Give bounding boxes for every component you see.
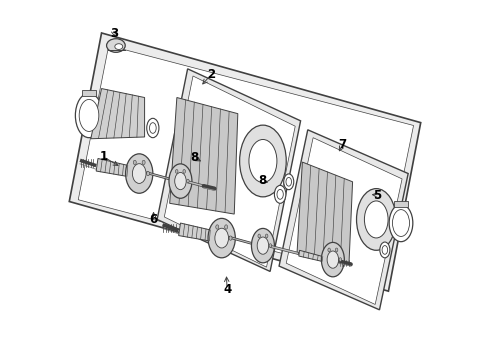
Text: 6: 6 [149, 213, 158, 226]
Ellipse shape [149, 123, 156, 133]
Text: 3: 3 [110, 27, 118, 40]
Ellipse shape [339, 258, 342, 261]
Ellipse shape [392, 210, 410, 237]
Polygon shape [164, 76, 295, 267]
Text: 7: 7 [339, 138, 346, 151]
Polygon shape [91, 89, 145, 139]
Ellipse shape [357, 189, 396, 250]
Ellipse shape [321, 242, 344, 277]
Ellipse shape [328, 248, 330, 252]
Ellipse shape [142, 160, 145, 165]
Ellipse shape [380, 242, 390, 258]
Ellipse shape [274, 185, 286, 203]
Ellipse shape [147, 118, 159, 138]
Text: 4: 4 [223, 283, 231, 296]
Polygon shape [170, 98, 238, 214]
Polygon shape [188, 181, 205, 188]
Polygon shape [81, 90, 97, 96]
Ellipse shape [115, 44, 122, 49]
Ellipse shape [266, 234, 268, 238]
Polygon shape [299, 250, 327, 262]
Polygon shape [286, 138, 402, 305]
Ellipse shape [183, 170, 185, 173]
Polygon shape [394, 201, 408, 207]
Ellipse shape [258, 234, 261, 238]
Ellipse shape [240, 125, 286, 197]
Ellipse shape [215, 228, 228, 248]
Polygon shape [147, 172, 177, 182]
Polygon shape [270, 245, 299, 255]
Polygon shape [69, 33, 421, 291]
Ellipse shape [251, 228, 274, 263]
Ellipse shape [75, 93, 102, 138]
Ellipse shape [365, 201, 388, 238]
Ellipse shape [187, 179, 189, 183]
Polygon shape [96, 158, 132, 177]
Ellipse shape [175, 172, 186, 190]
Ellipse shape [107, 39, 125, 52]
Ellipse shape [382, 246, 388, 254]
Ellipse shape [208, 219, 235, 258]
Ellipse shape [229, 236, 232, 240]
Text: 8: 8 [190, 151, 198, 164]
Ellipse shape [133, 160, 136, 165]
Ellipse shape [147, 171, 149, 176]
Ellipse shape [169, 164, 192, 198]
Ellipse shape [277, 189, 283, 199]
Ellipse shape [249, 139, 277, 183]
Text: 1: 1 [99, 150, 107, 163]
Ellipse shape [335, 248, 338, 252]
Text: 2: 2 [207, 68, 215, 81]
Ellipse shape [284, 174, 294, 190]
Ellipse shape [327, 251, 339, 268]
Ellipse shape [269, 244, 271, 248]
Ellipse shape [175, 170, 178, 173]
Ellipse shape [286, 177, 292, 186]
Ellipse shape [125, 154, 153, 193]
Polygon shape [229, 236, 259, 246]
Ellipse shape [132, 164, 146, 183]
Polygon shape [78, 45, 414, 280]
Ellipse shape [79, 99, 99, 131]
Polygon shape [297, 162, 353, 263]
Ellipse shape [224, 225, 228, 229]
Text: 5: 5 [373, 189, 382, 202]
Text: 8: 8 [258, 174, 267, 187]
Polygon shape [279, 130, 408, 310]
Ellipse shape [389, 204, 413, 242]
Polygon shape [157, 69, 300, 271]
Ellipse shape [216, 225, 219, 229]
Polygon shape [179, 223, 215, 242]
Ellipse shape [257, 237, 269, 254]
